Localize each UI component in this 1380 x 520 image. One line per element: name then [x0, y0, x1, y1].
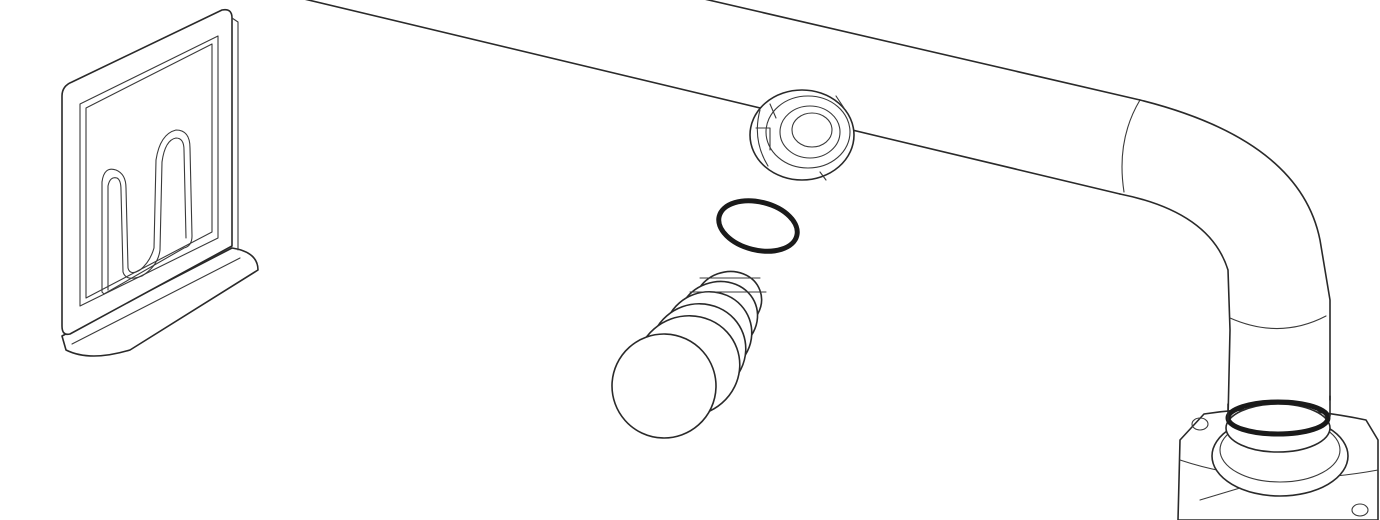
mounting-bracket-icon: [61, 8, 259, 357]
flange-base-icon: [1177, 395, 1379, 520]
threaded-plug-icon: [611, 270, 767, 439]
split-nut-icon: [749, 89, 855, 181]
bent-tube-icon: [304, 0, 1331, 421]
o-ring-icon: [716, 198, 800, 254]
